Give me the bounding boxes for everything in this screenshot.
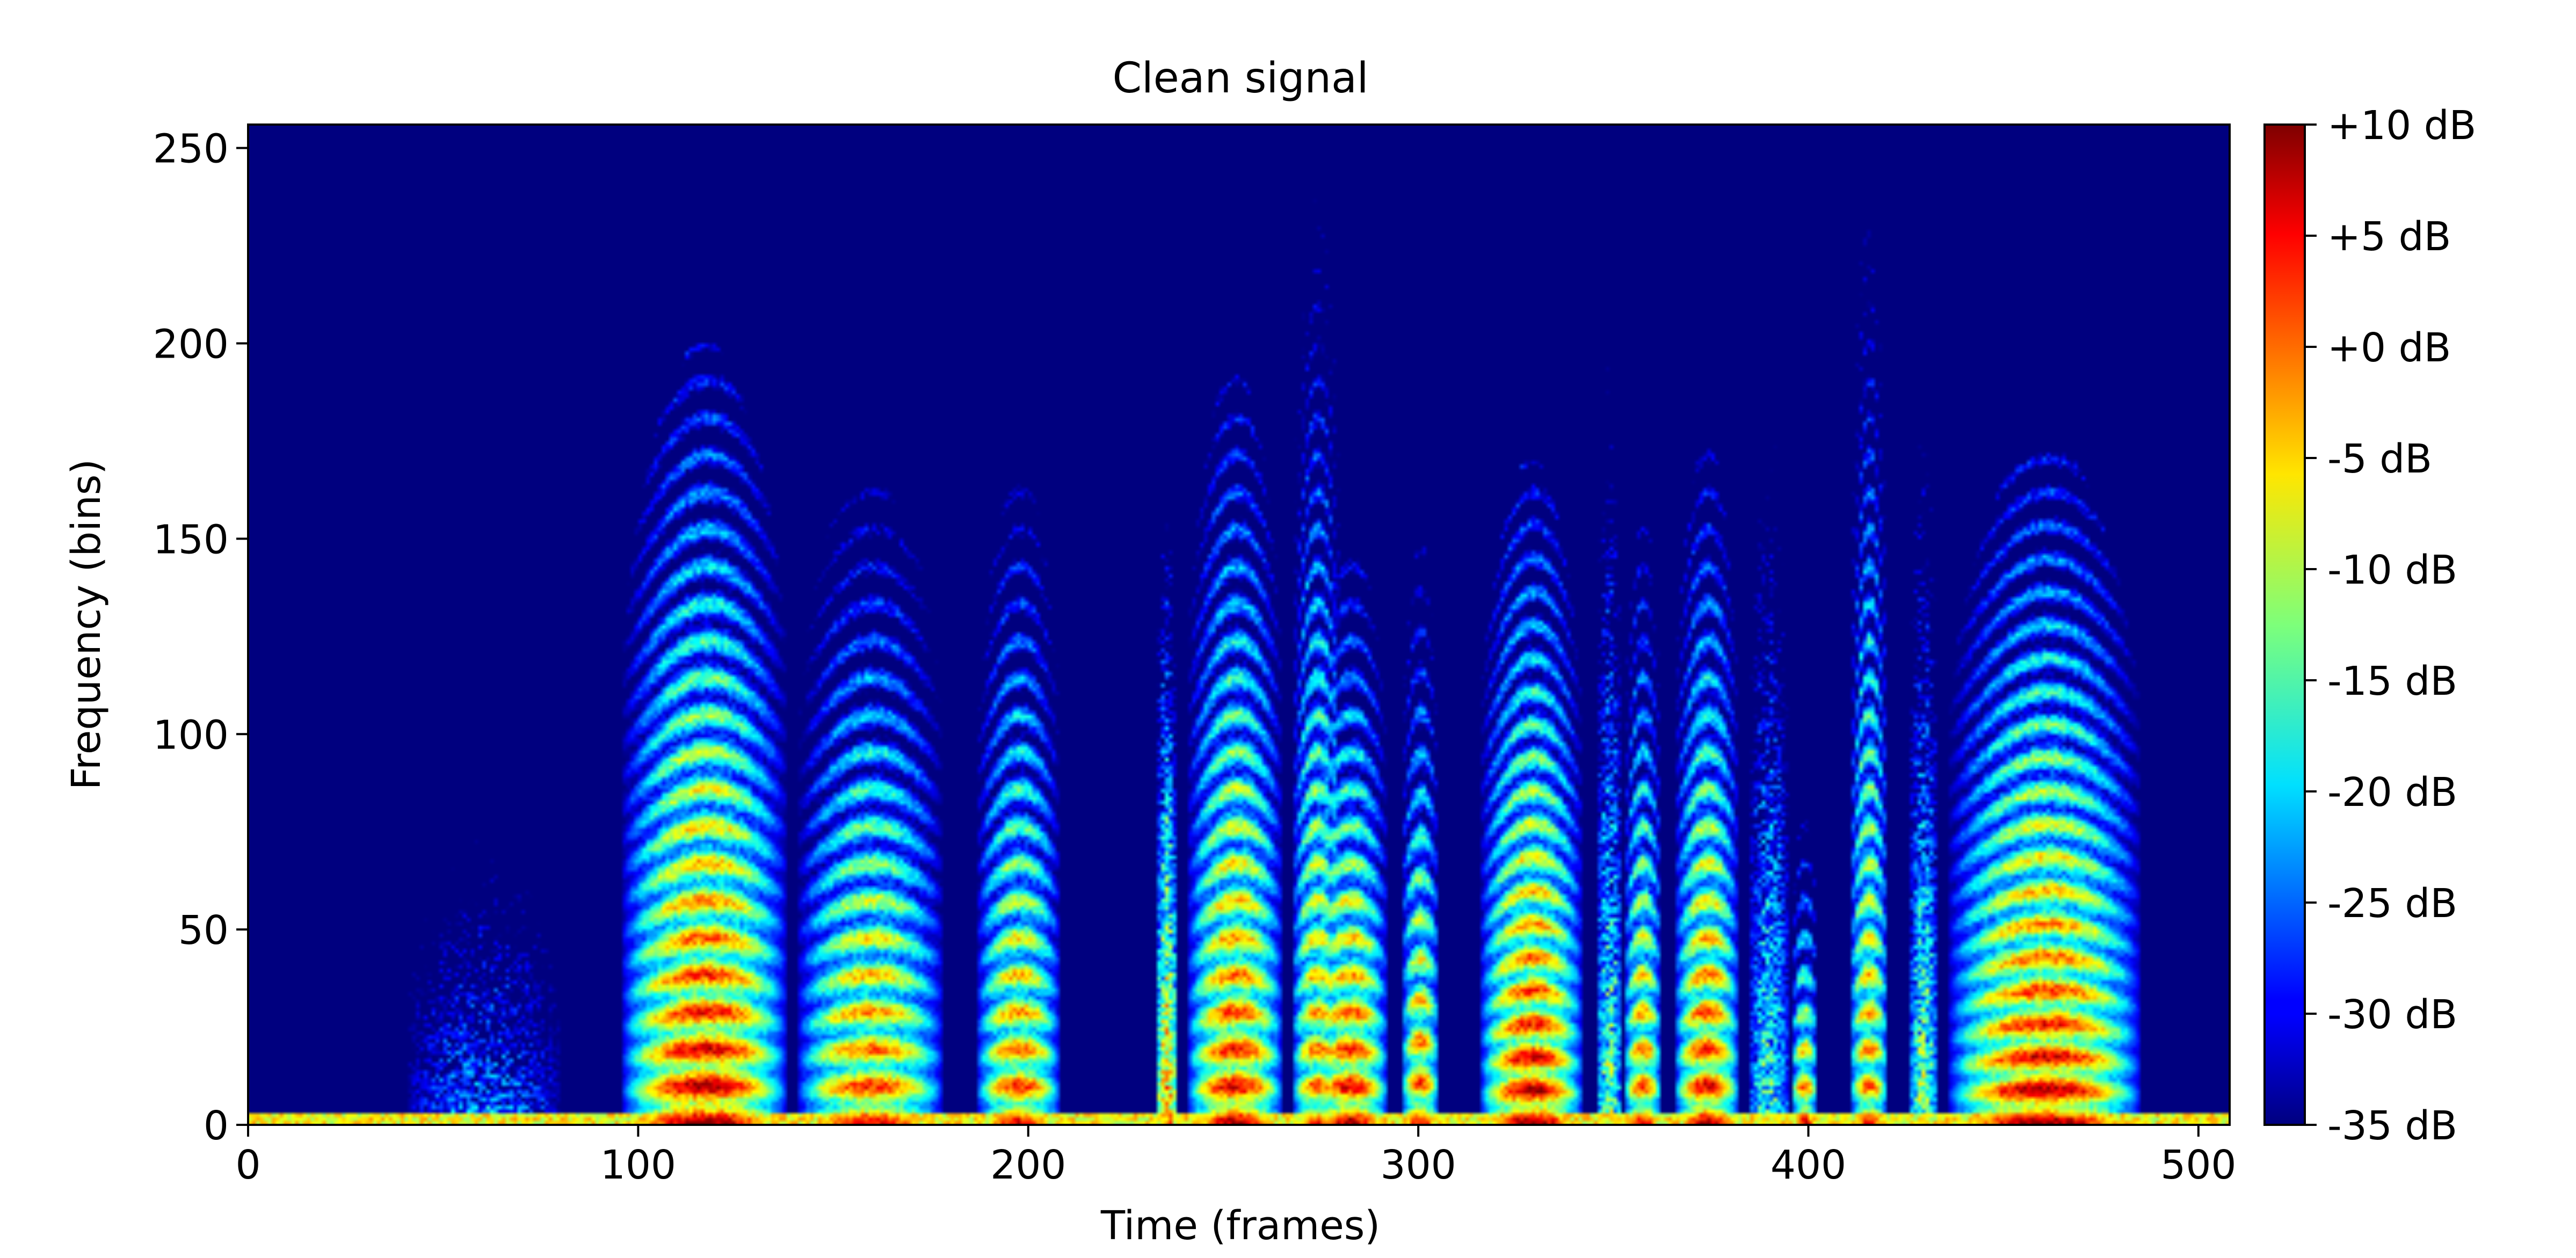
- y-tick-label: 200: [153, 322, 229, 368]
- y-axis: 0 50 100 150 200 250: [153, 126, 248, 1149]
- y-tick-label: 250: [153, 126, 229, 172]
- spectrogram-image: [248, 125, 2230, 1125]
- y-tick-label: 100: [153, 712, 229, 758]
- plot-area: [247, 123, 2231, 1126]
- colorbar-tick-label: -5 dB: [2327, 436, 2432, 482]
- x-tick-label: 400: [1770, 1142, 1846, 1188]
- colorbar-tick-label: -35 dB: [2327, 1103, 2457, 1149]
- y-tick-label: 150: [153, 517, 229, 563]
- colorbar: +10 dB +5 dB +0 dB -5 dB -10 dB -15 dB -20 dB -…: [2263, 103, 2476, 1149]
- colorbar-gradient: [2263, 123, 2306, 1126]
- x-tick-label: 100: [600, 1142, 676, 1188]
- x-tick-label: 300: [1381, 1142, 1456, 1188]
- y-tick-label: 50: [178, 907, 229, 954]
- x-tick-label: 200: [990, 1142, 1066, 1188]
- colorbar-tick-label: -30 dB: [2327, 992, 2457, 1038]
- colorbar-tick-label: -10 dB: [2327, 547, 2457, 593]
- x-axis-label: Time (frames): [1100, 1203, 1380, 1249]
- y-axis-label: Frequency (bins): [63, 459, 110, 790]
- x-tick-label: 0: [235, 1142, 260, 1188]
- colorbar-tick-label: -25 dB: [2327, 881, 2457, 927]
- chart-title: Clean signal: [1113, 54, 1369, 103]
- colorbar-tick-label: -15 dB: [2327, 658, 2457, 704]
- colorbar-tick-label: +0 dB: [2327, 325, 2451, 371]
- x-axis: 0 100 200 300 400 500: [235, 1125, 2237, 1188]
- y-tick-label: 0: [204, 1103, 229, 1149]
- x-tick-label: 500: [2160, 1142, 2236, 1188]
- colorbar-tick-label: +10 dB: [2327, 103, 2476, 149]
- colorbar-tick-label: -20 dB: [2327, 769, 2457, 816]
- plot-frame: [247, 123, 2231, 1126]
- colorbar-tick-label: +5 dB: [2327, 214, 2451, 260]
- colorbar-ticks: +10 dB +5 dB +0 dB -5 dB -10 dB -15 dB -20 dB -…: [2305, 103, 2476, 1149]
